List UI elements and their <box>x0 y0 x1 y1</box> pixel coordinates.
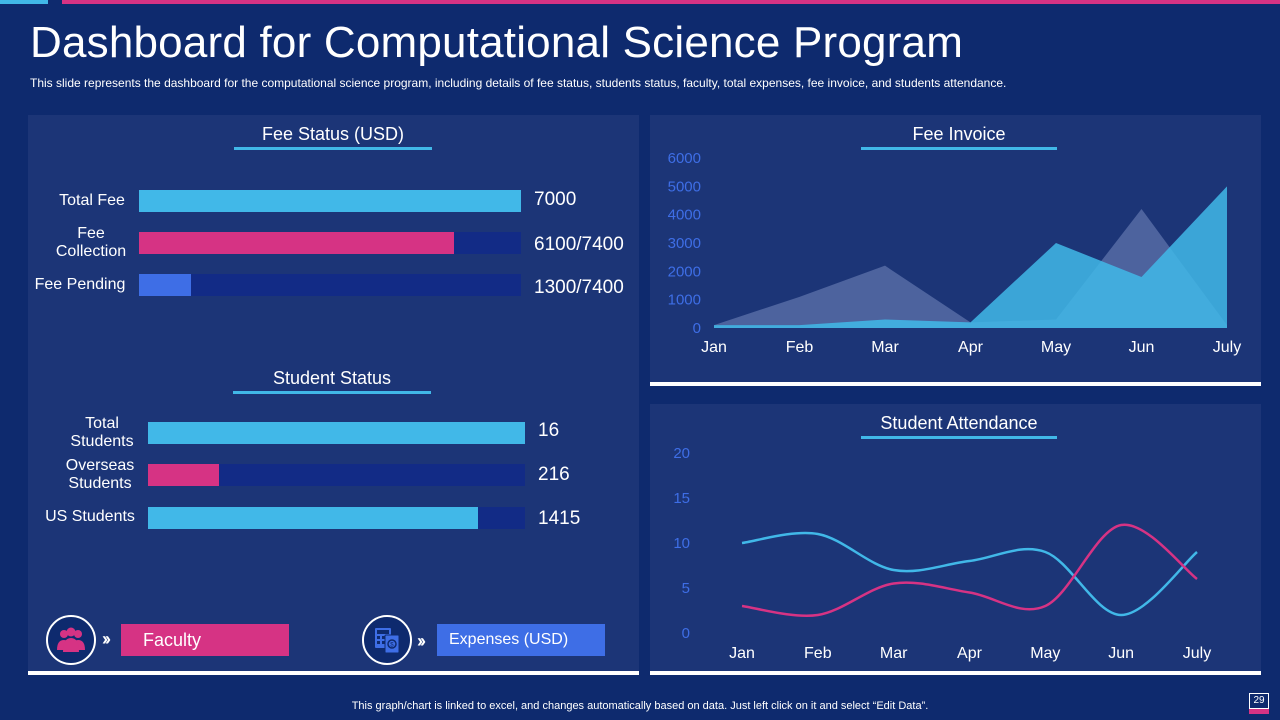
y-tick-label: 2000 <box>668 263 701 280</box>
svg-text:$: $ <box>390 643 394 649</box>
x-tick-label: Jan <box>701 339 727 356</box>
student-row-bar-fill <box>148 507 478 529</box>
y-tick-label: 15 <box>673 490 690 507</box>
y-tick-label: 10 <box>673 535 690 552</box>
x-tick-label: Apr <box>957 645 983 662</box>
student-row-value: 16 <box>538 420 560 441</box>
student-row-bar <box>148 507 525 529</box>
student-attendance-chart[interactable]: 0 5 10 15 20 Jan Feb Mar Apr May Jun July <box>650 440 1261 668</box>
student-row-label: Total Students <box>70 415 134 450</box>
x-tick-label: Feb <box>786 339 814 356</box>
x-tick-label: Jan <box>729 645 755 662</box>
calculator-icon: $ <box>362 615 412 665</box>
fee-invoice-chart[interactable]: 0 1000 2000 3000 4000 5000 6000 Jan Feb Mar Apr May… <box>650 145 1261 370</box>
x-tick-label: May <box>1030 645 1060 662</box>
x-tick-label: Apr <box>958 339 984 356</box>
fee-row-value: 1300/7400 <box>534 277 624 298</box>
fee-row-bar-fill <box>139 274 191 296</box>
top-accent-bar-blue <box>0 0 48 4</box>
page-title: Dashboard for Computational Science Prog… <box>30 18 964 67</box>
fee-row-bar-fill <box>139 232 454 254</box>
footer-note: This graph/chart is linked to excel, and… <box>351 700 929 712</box>
faculty-tag-label: Faculty <box>143 629 202 650</box>
student-row-bar-fill <box>148 422 525 444</box>
student-status-title-underline <box>233 391 431 394</box>
fee-status-title: Fee Status (USD) <box>261 124 405 144</box>
student-row-label: US Students <box>45 508 135 525</box>
student-attendance-panel <box>650 404 1261 671</box>
expenses-tag-label: Expenses (USD) <box>449 631 569 648</box>
y-tick-label: 6000 <box>668 150 701 167</box>
x-tick-label: Jun <box>1108 645 1134 662</box>
chevron-right-icon: ›› <box>102 629 111 649</box>
student-row-bar <box>148 422 525 444</box>
x-tick-label: July <box>1183 645 1211 662</box>
y-tick-label: 1000 <box>668 292 701 309</box>
student-attendance-panel-bottom-line <box>650 671 1261 675</box>
x-tick-label: Mar <box>871 339 899 356</box>
line-series-2 <box>741 523 1198 617</box>
fee-invoice-title: Fee Invoice <box>912 124 1006 144</box>
faculty-tag[interactable]: Faculty <box>121 624 289 656</box>
x-tick-label: Mar <box>880 645 908 662</box>
fee-invoice-title-underline <box>861 147 1057 150</box>
student-row-value: 1415 <box>538 508 581 529</box>
chevron-right-icon: ›› <box>417 631 426 651</box>
left-panel-bottom-line <box>28 671 639 675</box>
x-tick-label: Feb <box>804 645 832 662</box>
fee-row-bar <box>139 274 521 296</box>
fee-row-bar-fill <box>139 190 521 212</box>
y-tick-label: 3000 <box>668 235 701 252</box>
student-row-value: 216 <box>538 464 570 485</box>
fee-row-bar <box>139 232 521 254</box>
y-tick-label: 5000 <box>668 178 701 195</box>
y-tick-label: 20 <box>673 445 690 462</box>
x-tick-label: May <box>1041 339 1071 356</box>
student-row-bar <box>148 464 525 486</box>
fee-row-bar <box>139 190 521 212</box>
expenses-tag[interactable]: Expenses (USD) <box>437 624 605 656</box>
student-status-title: Student Status <box>272 368 392 388</box>
y-tick-label: 4000 <box>668 207 701 224</box>
fee-invoice-panel <box>650 115 1261 382</box>
student-attendance-title: Student Attendance <box>880 413 1038 433</box>
people-icon <box>46 615 96 665</box>
top-accent-bar-pink <box>62 0 1280 4</box>
fee-invoice-panel-bottom-line <box>650 382 1261 386</box>
y-tick-label: 0 <box>682 625 690 642</box>
fee-status-title-underline <box>234 147 432 150</box>
student-row-bar-fill <box>148 464 220 486</box>
area-series-2 <box>714 186 1227 328</box>
fee-row-label: Total Fee <box>59 192 125 209</box>
x-tick-label: July <box>1213 339 1241 356</box>
x-tick-label: Jun <box>1129 339 1155 356</box>
student-attendance-title-underline <box>861 436 1057 439</box>
y-tick-label: 0 <box>693 320 701 337</box>
fee-row-label: Fee Pending <box>34 276 126 293</box>
page-number-accent <box>1249 709 1269 714</box>
student-row-label: Overseas Students <box>65 457 135 492</box>
fee-row-value: 6100/7400 <box>534 234 624 255</box>
y-tick-label: 5 <box>682 580 690 597</box>
page-subtitle: This slide represents the dashboard for … <box>30 76 1007 90</box>
fee-row-label: Fee Collection <box>55 225 127 260</box>
page-number: 29 <box>1249 693 1269 709</box>
line-series-1 <box>741 531 1198 617</box>
fee-row-value: 7000 <box>534 189 577 210</box>
